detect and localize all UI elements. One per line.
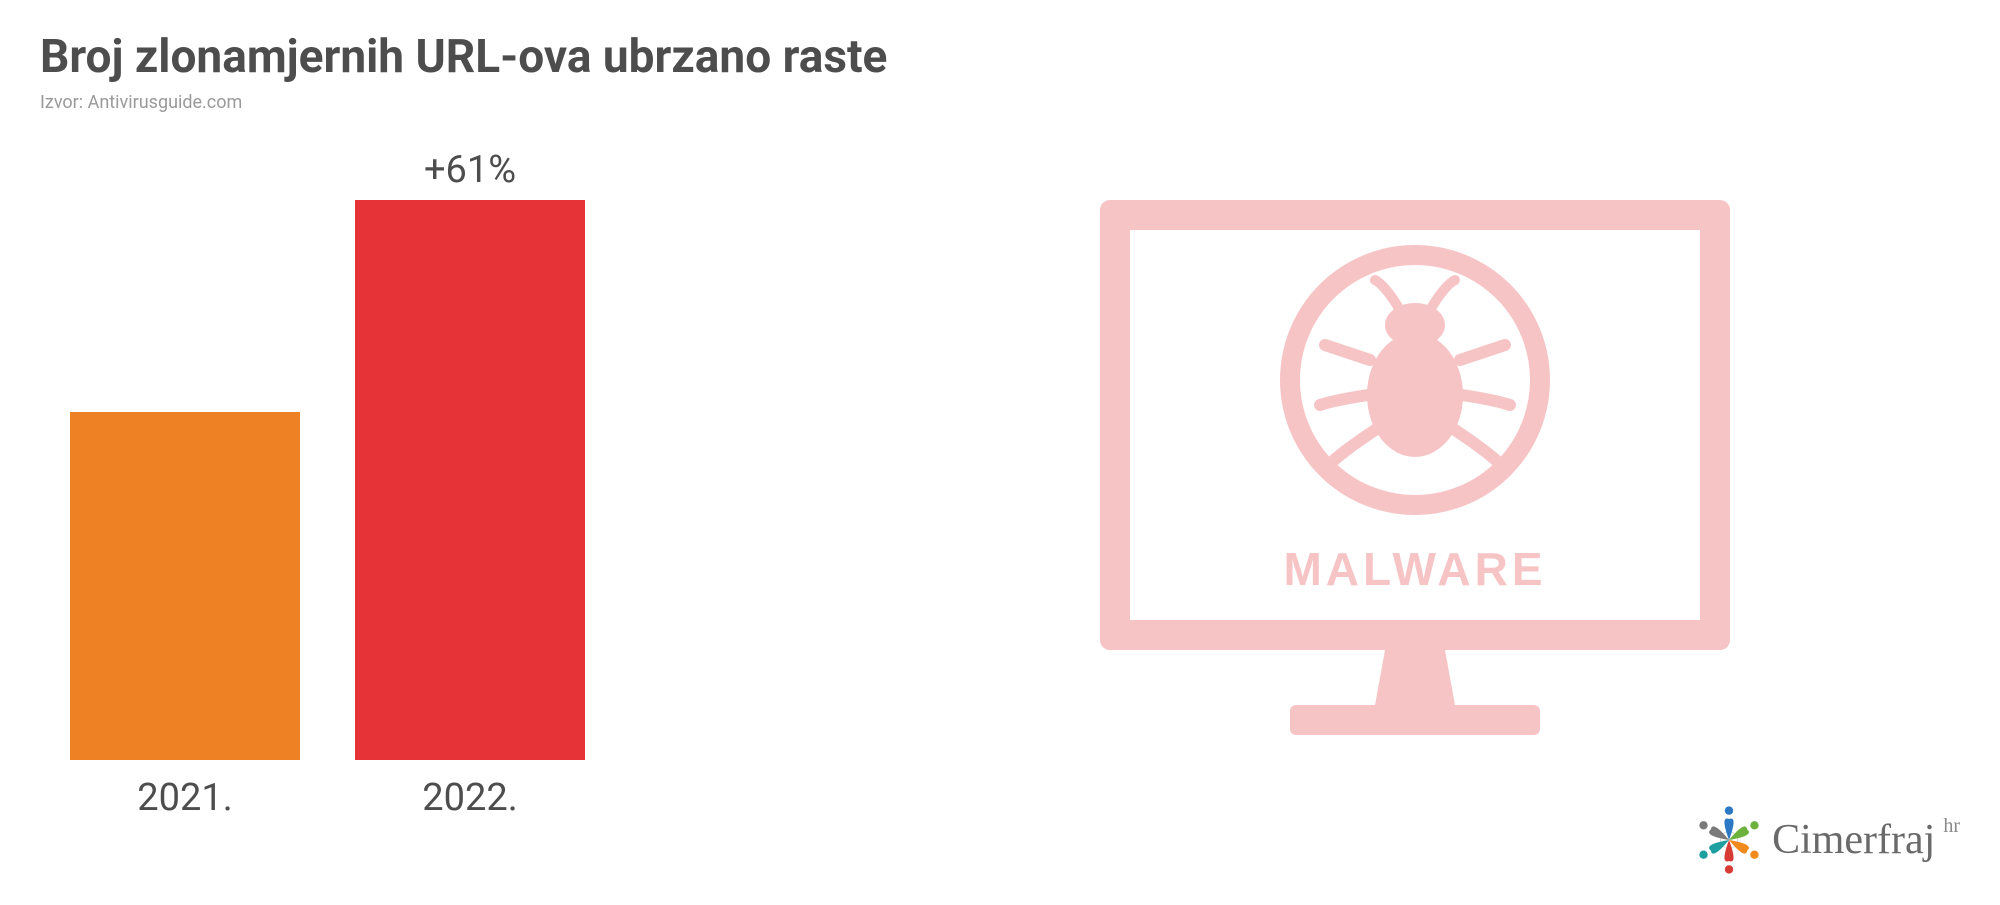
bar-category-label: 2021. bbox=[70, 776, 300, 820]
logo-mark-icon bbox=[1694, 805, 1764, 875]
bar-2021: 2021. bbox=[70, 160, 300, 820]
malware-label: MALWARE bbox=[1283, 543, 1546, 595]
bar-rect bbox=[70, 412, 300, 760]
cimerfraj-logo: Cimerfraj hr bbox=[1694, 805, 1960, 875]
bar-category-label: 2022. bbox=[355, 776, 585, 820]
source-text: Izvor: Antivirusguide.com bbox=[40, 92, 242, 113]
page-title: Broj zlonamjernih URL-ova ubrzano raste bbox=[40, 30, 887, 84]
bar-rect bbox=[355, 200, 585, 760]
logo-suffix: hr bbox=[1943, 815, 1960, 838]
bar-top-label: +61% bbox=[355, 148, 585, 192]
bar-chart: 2021. +61% 2022. bbox=[70, 170, 630, 820]
logo-text: Cimerfraj bbox=[1772, 816, 1935, 864]
bar-2022: +61% 2022. bbox=[355, 160, 585, 820]
malware-monitor-icon: MALWARE bbox=[1100, 200, 1730, 760]
